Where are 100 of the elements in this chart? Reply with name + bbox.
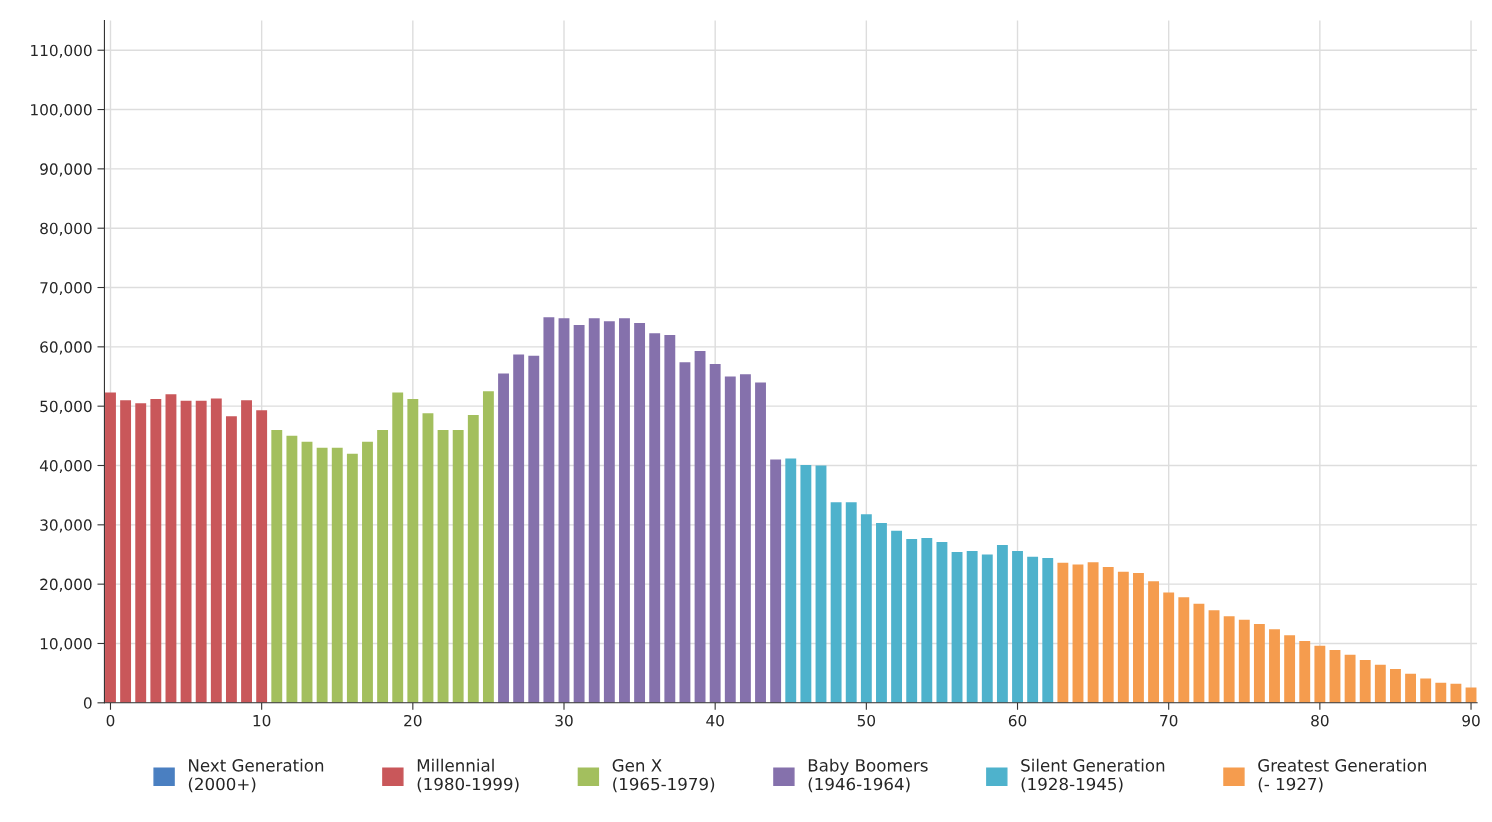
bar: [770, 459, 782, 703]
bar: [921, 537, 933, 703]
y-tick-label: 80,000: [40, 222, 92, 236]
bar: [830, 502, 842, 703]
bar: [800, 464, 812, 703]
x-tick-label: 30: [555, 714, 573, 727]
bar: [105, 392, 116, 703]
bar: [1374, 664, 1386, 703]
y-tick-label: 90,000: [40, 163, 92, 177]
x-tick-label: 60: [1008, 714, 1027, 727]
bar: [951, 552, 963, 703]
bar: [845, 502, 857, 703]
bar: [664, 334, 676, 703]
bar: [966, 550, 978, 703]
legend-label: Greatest Generation (- 1927): [1258, 758, 1427, 793]
y-tick-label: 110,000: [31, 44, 92, 58]
bar: [694, 351, 706, 703]
bar: [1102, 566, 1114, 703]
bar: [271, 429, 283, 703]
y-tick-label: 30,000: [40, 519, 92, 533]
bar: [860, 514, 872, 703]
bar: [1329, 650, 1341, 703]
x-tick-label: 0: [106, 714, 115, 727]
x-tick-label: 90: [1462, 714, 1480, 727]
bar: [1269, 629, 1280, 703]
bar: [437, 429, 449, 703]
x-tick-label: 20: [404, 714, 422, 727]
bar: [482, 391, 494, 703]
bar: [1148, 581, 1160, 703]
bar: [392, 392, 404, 703]
y-tick-label: 40,000: [39, 459, 92, 474]
bar: [679, 362, 691, 703]
legend-label: Silent Generation (1928-1945): [1021, 758, 1165, 793]
bar: [422, 413, 434, 703]
bar: [1344, 654, 1356, 703]
y-tick-label: 20,000: [40, 578, 92, 592]
bar: [543, 317, 555, 703]
bar: [407, 399, 419, 703]
bar: [1284, 635, 1296, 703]
x-tick-label: 50: [857, 714, 876, 727]
bar: [362, 441, 373, 703]
bar: [1178, 597, 1190, 703]
legend-label: Next Generation (2000+): [188, 758, 324, 793]
bar: [135, 403, 147, 703]
bar: [1027, 556, 1039, 703]
bar: [573, 324, 585, 703]
bar: [981, 554, 993, 703]
bar: [1193, 603, 1205, 703]
bar: [891, 530, 903, 703]
bar: [528, 355, 540, 703]
bar: [210, 398, 222, 703]
bar: [150, 399, 162, 703]
bar: [634, 323, 646, 703]
y-tick-label: 100,000: [31, 104, 92, 118]
bar: [195, 400, 207, 703]
bar: [316, 447, 328, 703]
bar: [1405, 673, 1417, 703]
bar: [1390, 668, 1401, 703]
bar: [785, 458, 797, 703]
bar: [498, 373, 509, 703]
bar: [241, 400, 252, 703]
bar: [588, 318, 600, 703]
y-tick-label: 60,000: [40, 341, 92, 355]
bar: [558, 318, 570, 703]
bar: [1087, 562, 1099, 703]
bar: [1163, 592, 1175, 703]
bar: [1435, 682, 1447, 703]
bar: [1420, 678, 1432, 703]
legend-label: Millennial (1980-1999): [417, 758, 519, 793]
bar: [1450, 683, 1462, 703]
bar: [1012, 550, 1023, 703]
bar: [467, 415, 479, 703]
y-tick-label: 0: [83, 697, 92, 709]
bar: [996, 545, 1008, 703]
y-tick-label: 10,000: [40, 637, 92, 652]
bar: [876, 523, 887, 703]
x-tick-label: 40: [706, 714, 724, 727]
bar: [331, 447, 343, 703]
bar: [120, 400, 132, 703]
bar: [709, 364, 721, 703]
bar: [1223, 616, 1235, 703]
bar: [906, 539, 918, 703]
bar: [603, 321, 615, 703]
bar: [1133, 572, 1144, 703]
bar: [649, 333, 661, 703]
y-tick-label: 70,000: [40, 281, 92, 296]
bar: [286, 435, 298, 703]
bar: [936, 542, 948, 703]
bar: [301, 441, 313, 703]
bar: [165, 394, 177, 703]
bar: [1117, 571, 1129, 703]
bar: [452, 429, 464, 703]
bar: [225, 416, 237, 703]
bar: [1072, 564, 1084, 703]
bar: [755, 382, 766, 703]
legend-label: Gen X (1965-1979): [612, 759, 715, 793]
bar: [377, 429, 389, 703]
bar: [1042, 558, 1054, 703]
bar: [256, 410, 268, 703]
bar: [1238, 619, 1250, 703]
